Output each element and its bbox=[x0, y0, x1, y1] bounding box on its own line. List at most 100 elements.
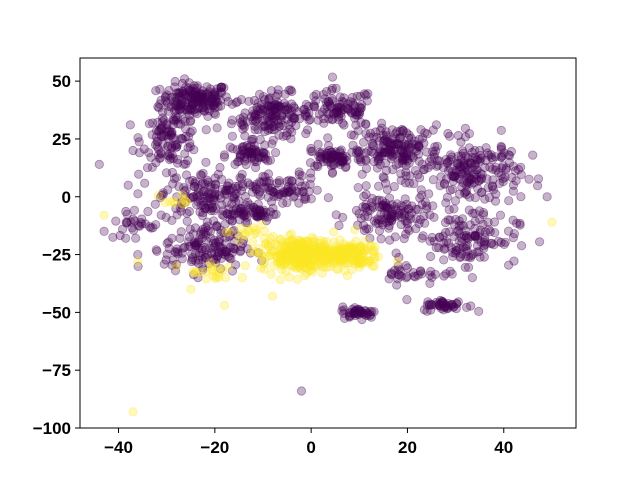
data-point bbox=[203, 88, 213, 98]
data-point bbox=[288, 182, 298, 192]
data-point bbox=[192, 192, 202, 202]
data-point bbox=[403, 133, 414, 143]
data-point bbox=[313, 161, 323, 172]
data-point bbox=[395, 132, 405, 142]
data-point bbox=[438, 305, 449, 315]
data-point bbox=[217, 174, 227, 184]
data-point bbox=[172, 192, 182, 202]
data-point bbox=[286, 111, 296, 121]
data-point bbox=[469, 169, 479, 179]
data-point bbox=[470, 159, 481, 169]
data-point bbox=[195, 207, 205, 217]
data-point bbox=[442, 157, 453, 167]
data-point bbox=[277, 111, 287, 121]
data-point bbox=[382, 185, 392, 195]
data-point bbox=[224, 185, 234, 195]
data-point bbox=[332, 106, 342, 116]
data-point bbox=[395, 133, 405, 143]
data-point bbox=[271, 110, 281, 121]
data-point bbox=[338, 157, 348, 167]
data-point bbox=[333, 109, 344, 119]
data-point bbox=[237, 142, 248, 152]
data-point bbox=[457, 169, 467, 179]
data-point bbox=[195, 92, 205, 102]
data-point bbox=[451, 246, 461, 256]
data-point bbox=[448, 171, 458, 181]
data-point bbox=[232, 184, 242, 194]
data-point bbox=[150, 140, 161, 150]
data-point bbox=[258, 171, 268, 181]
data-point bbox=[396, 145, 406, 155]
data-point bbox=[397, 146, 408, 157]
data-point bbox=[168, 133, 178, 143]
data-point bbox=[341, 241, 351, 251]
data-point bbox=[211, 95, 221, 106]
data-point bbox=[390, 232, 400, 242]
data-point bbox=[368, 141, 379, 151]
data-point bbox=[192, 109, 202, 119]
data-point bbox=[188, 229, 198, 239]
data-point bbox=[170, 92, 180, 102]
data-point bbox=[216, 82, 226, 92]
data-point bbox=[402, 294, 412, 305]
data-point bbox=[466, 174, 476, 185]
data-point bbox=[381, 127, 391, 137]
data-point bbox=[414, 173, 425, 183]
data-point bbox=[175, 233, 185, 243]
data-point bbox=[227, 99, 237, 109]
data-point bbox=[323, 157, 333, 167]
data-point bbox=[504, 196, 514, 206]
data-point bbox=[335, 156, 345, 166]
data-point bbox=[361, 129, 371, 139]
data-point bbox=[414, 142, 424, 152]
data-point bbox=[343, 104, 353, 114]
data-point bbox=[376, 234, 386, 244]
data-point bbox=[360, 236, 370, 246]
data-point bbox=[326, 158, 336, 168]
data-point bbox=[345, 97, 355, 107]
data-point bbox=[364, 224, 374, 234]
data-point bbox=[501, 163, 511, 173]
data-point bbox=[352, 91, 362, 101]
data-point bbox=[250, 110, 261, 120]
data-point bbox=[452, 167, 462, 178]
data-point bbox=[172, 97, 182, 107]
data-point bbox=[222, 185, 232, 195]
data-point bbox=[301, 99, 311, 110]
data-point bbox=[361, 148, 371, 158]
data-point bbox=[447, 171, 457, 181]
data-point bbox=[402, 199, 412, 209]
data-point bbox=[190, 107, 200, 117]
data-point bbox=[333, 115, 344, 125]
data-point bbox=[444, 205, 454, 215]
data-point bbox=[417, 133, 428, 143]
data-point bbox=[335, 151, 345, 162]
data-point bbox=[171, 140, 181, 150]
data-point bbox=[413, 170, 423, 180]
data-point bbox=[171, 100, 181, 110]
data-point bbox=[429, 152, 439, 162]
data-point bbox=[206, 180, 216, 190]
data-point bbox=[372, 133, 382, 143]
data-point bbox=[422, 129, 432, 139]
data-point bbox=[319, 104, 330, 114]
data-point bbox=[274, 176, 284, 186]
data-point bbox=[375, 126, 385, 136]
data-point bbox=[189, 90, 199, 100]
data-point bbox=[392, 127, 402, 137]
data-point bbox=[326, 161, 336, 171]
data-point bbox=[409, 136, 420, 146]
data-point bbox=[197, 98, 207, 108]
data-point bbox=[445, 163, 455, 173]
data-point bbox=[172, 142, 182, 152]
data-point bbox=[192, 83, 202, 93]
data-point bbox=[264, 101, 274, 111]
data-point bbox=[185, 176, 195, 186]
data-point bbox=[463, 166, 473, 176]
data-point bbox=[373, 156, 383, 166]
data-point bbox=[372, 214, 383, 224]
data-point bbox=[382, 213, 392, 223]
data-point bbox=[198, 208, 208, 218]
data-point bbox=[327, 147, 337, 157]
data-point bbox=[161, 212, 171, 222]
